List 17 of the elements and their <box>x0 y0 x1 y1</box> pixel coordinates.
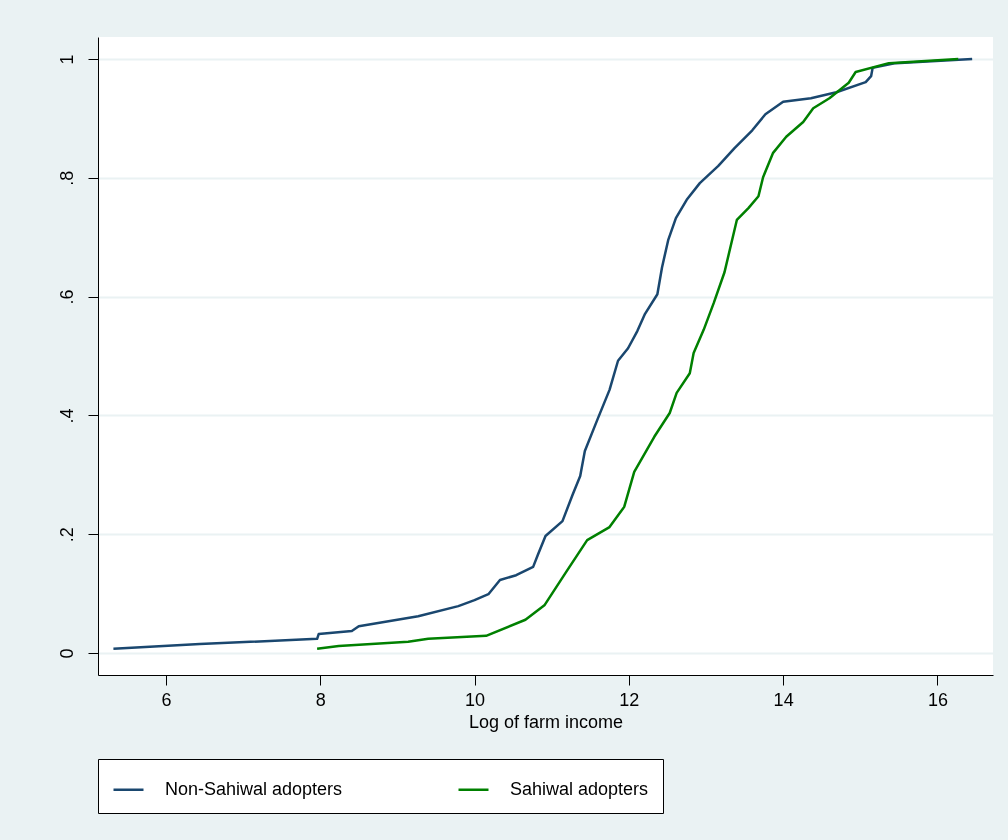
line-series <box>112 57 974 651</box>
line-series <box>315 57 960 651</box>
x-tick-label: 10 <box>465 689 486 710</box>
x-tick-label: 16 <box>927 689 948 710</box>
x-tick-label: 8 <box>315 689 326 710</box>
y-tick-label: .2 <box>56 527 77 543</box>
x-axis-title: Log of farm income <box>468 711 624 732</box>
x-tick-label: 6 <box>161 689 172 710</box>
y-tick-label: .6 <box>56 289 77 305</box>
y-tick-label: 0 <box>56 648 77 659</box>
y-tick-label: 1 <box>56 54 77 65</box>
x-tick-label: 14 <box>773 689 794 710</box>
y-tick-label: .4 <box>56 408 77 424</box>
legend-label: Sahiwal adopters <box>510 778 649 799</box>
x-tick-label: 12 <box>619 689 640 710</box>
legend-label: Non-Sahiwal adopters <box>165 778 343 799</box>
y-tick-label: .8 <box>56 170 77 186</box>
